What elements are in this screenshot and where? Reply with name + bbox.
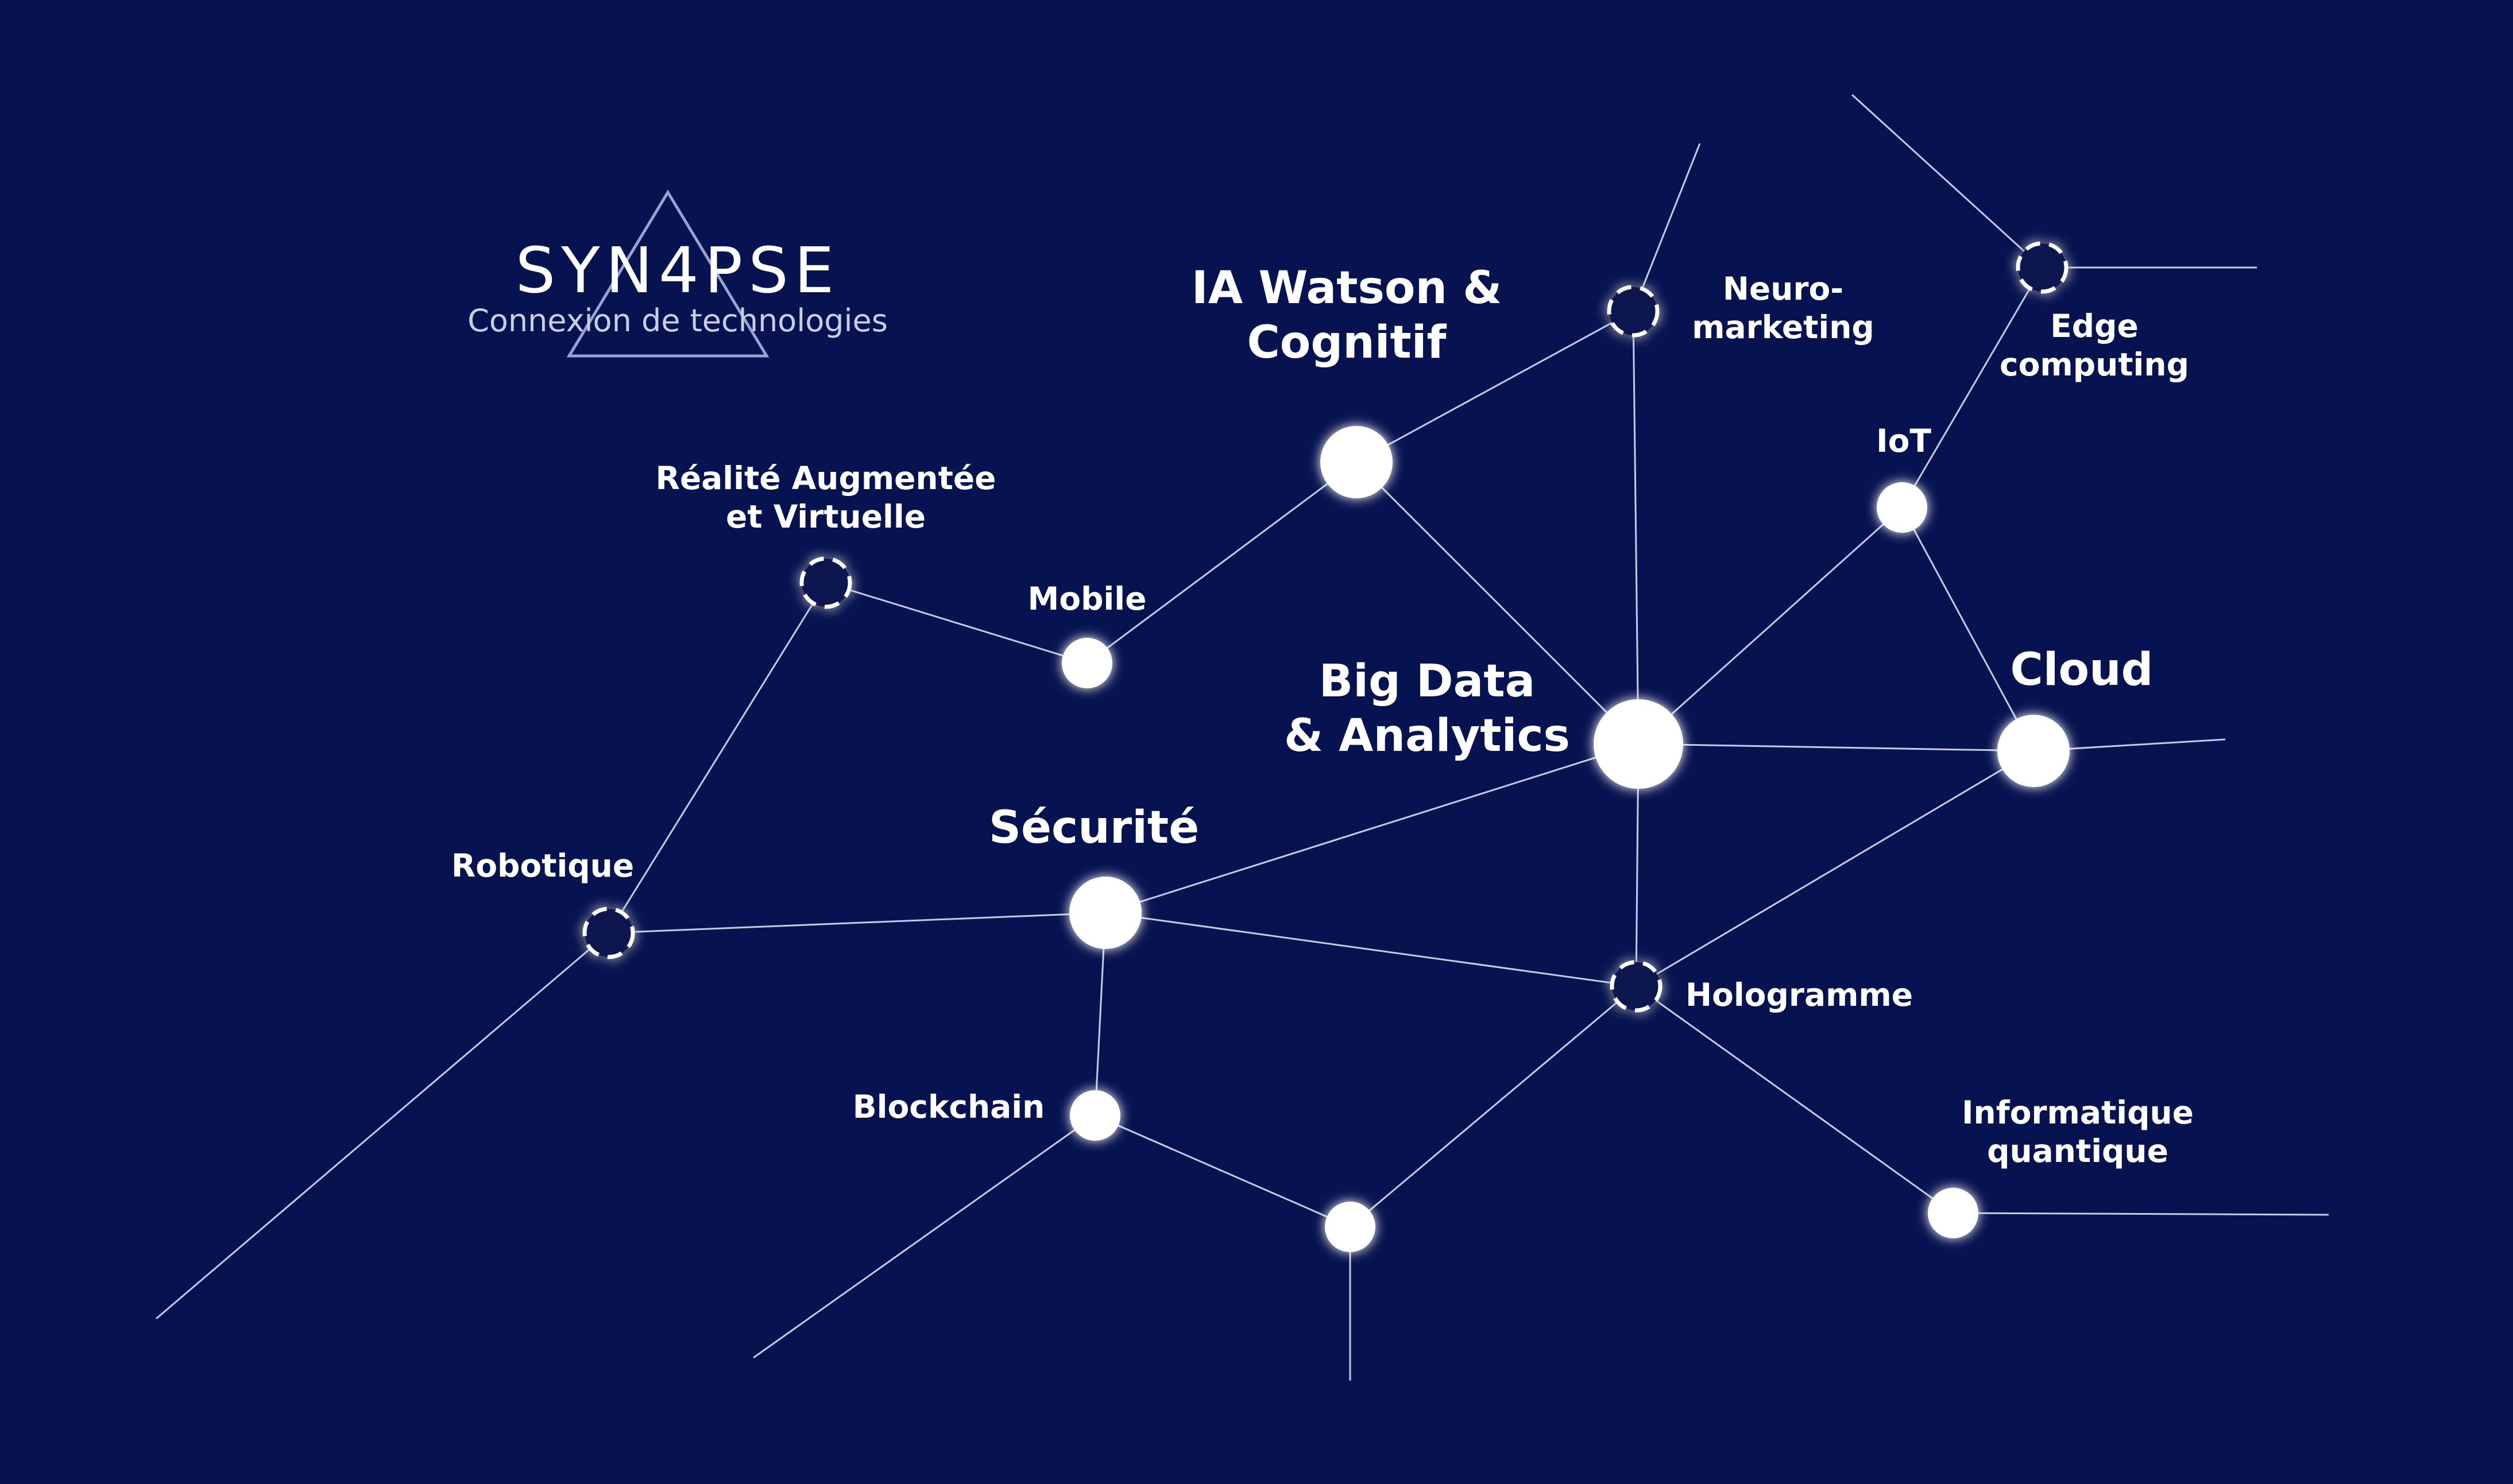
label-big-data: Big Data & Analytics xyxy=(1284,654,1570,764)
edge-iot-cloud xyxy=(1901,507,2035,751)
label-line: Blockchain xyxy=(852,1088,1045,1125)
edge-cloud-hologramme xyxy=(1636,750,2034,987)
edge-securite-big-data xyxy=(1105,743,1639,914)
label-line: & Analytics xyxy=(1284,710,1570,762)
label-line: Hologramme xyxy=(1685,977,1913,1013)
edge-stub-2 xyxy=(1632,143,1701,312)
label-line: Robotique xyxy=(451,847,635,884)
node-blockchain[interactable] xyxy=(1070,1090,1120,1141)
label-line: marketing xyxy=(1692,309,1874,346)
edge-securite-hologramme xyxy=(1105,912,1637,987)
node-unnamed-bottom[interactable] xyxy=(1325,1202,1375,1252)
label-neuro-marketing: Neuro-marketing xyxy=(1692,270,1874,347)
node-mobile[interactable] xyxy=(1062,638,1112,688)
label-line: Réalité Augmentée xyxy=(655,460,996,497)
node-ia-watson[interactable] xyxy=(1320,426,1393,498)
label-line: IoT xyxy=(1876,423,1931,459)
label-line: Informatique xyxy=(1962,1094,2194,1131)
label-line: Neuro- xyxy=(1722,270,1844,307)
node-hologramme[interactable] xyxy=(1610,960,1663,1013)
label-line: computing xyxy=(2000,346,2189,383)
label-blockchain: Blockchain xyxy=(853,1088,1045,1126)
edge-stub-0 xyxy=(1851,94,2043,269)
label-ia-watson: IA Watson & Cognitif xyxy=(1192,261,1502,370)
edge-blockchain-unnamed-bottom xyxy=(1095,1114,1351,1228)
label-line: et Virtuelle xyxy=(725,498,926,536)
edge-robotique-securite xyxy=(608,912,1106,934)
label-hologramme: Hologramme xyxy=(1685,976,1913,1014)
logo-tagline: Connexion de technologies xyxy=(467,303,888,339)
label-robotique: Robotique xyxy=(451,847,634,885)
edge-iot-edge-computing xyxy=(1901,267,2043,508)
edge-stub-6 xyxy=(753,1114,1096,1359)
edge-stub-4 xyxy=(1953,1212,2329,1216)
edge-ia-watson-big-data xyxy=(1355,461,1640,745)
node-robotique[interactable] xyxy=(582,906,635,959)
edge-realite-augmentee-robotique xyxy=(608,582,827,933)
label-line: Big Data xyxy=(1319,656,1536,707)
label-line: Edge xyxy=(2050,308,2139,344)
edge-hologramme-informatique-quantique xyxy=(1636,985,1954,1214)
label-line: Mobile xyxy=(1027,580,1147,617)
label-informatique-quantique: Informatique quantique xyxy=(1962,1094,2194,1171)
label-securite: Sécurité xyxy=(989,801,1199,855)
edge-stub-5 xyxy=(156,932,609,1320)
edge-hologramme-unnamed-bottom xyxy=(1350,985,1637,1228)
logo-wordmark: SYN4PSE xyxy=(515,234,840,307)
edge-mobile-realite-augmentee xyxy=(825,582,1088,664)
node-big-data[interactable] xyxy=(1594,699,1683,789)
node-informatique-quantique[interactable] xyxy=(1928,1188,1978,1238)
node-securite[interactable] xyxy=(1069,877,1142,949)
triangle-logo-icon xyxy=(566,189,770,358)
node-edge-computing[interactable] xyxy=(2016,241,2069,294)
label-iot: IoT xyxy=(1876,422,1931,460)
edge-ia-watson-mobile xyxy=(1087,461,1357,664)
nodes xyxy=(582,241,2070,1252)
edge-big-data-iot xyxy=(1637,506,1903,745)
node-cloud[interactable] xyxy=(1997,715,2070,787)
node-iot[interactable] xyxy=(1877,482,1927,533)
node-realite-augmentee[interactable] xyxy=(799,556,852,609)
edge-stubs xyxy=(156,94,2329,1381)
label-line: Sécurité xyxy=(988,802,1200,854)
synapse-logo: SYN4PSE Connexion de technologies xyxy=(459,184,896,367)
label-line: quantique xyxy=(1987,1133,2168,1170)
edge-big-data-cloud xyxy=(1638,743,2034,752)
label-realite-augmentee: Réalité Augmentée et Virtuelle xyxy=(656,459,996,536)
label-mobile: Mobile xyxy=(1028,580,1147,618)
edge-big-data-neuro-marketing xyxy=(1632,311,1640,745)
label-line: Cognitif xyxy=(1247,317,1447,369)
edge-ia-watson-neuro-marketing xyxy=(1356,310,1634,463)
label-cloud: Cloud xyxy=(2011,643,2154,698)
label-line: IA Watson & xyxy=(1191,262,1502,314)
label-line: Cloud xyxy=(2010,644,2154,696)
edges xyxy=(608,267,2043,1228)
label-edge-computing: Edge computing xyxy=(2000,307,2189,384)
node-neuro-marketing[interactable] xyxy=(1607,285,1660,338)
